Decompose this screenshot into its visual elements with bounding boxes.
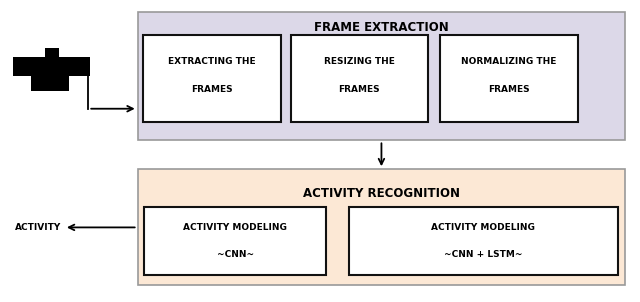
Text: FRAMES: FRAMES: [488, 85, 530, 94]
Text: ACTIVITY RECOGNITION: ACTIVITY RECOGNITION: [303, 187, 460, 201]
Bar: [45, 48, 59, 57]
Bar: [440, 35, 578, 122]
Text: ~CNN + LSTM~: ~CNN + LSTM~: [444, 250, 522, 259]
Text: ACTIVITY: ACTIVITY: [15, 223, 61, 232]
Bar: [349, 207, 618, 275]
Bar: [138, 169, 625, 285]
Bar: [31, 74, 69, 91]
Text: NORMALIZING THE: NORMALIZING THE: [461, 57, 557, 66]
Bar: [13, 57, 90, 76]
Bar: [144, 207, 326, 275]
Text: FRAMES: FRAMES: [191, 85, 233, 94]
Text: ACTIVITY MODELING: ACTIVITY MODELING: [431, 223, 535, 232]
Text: EXTRACTING THE: EXTRACTING THE: [168, 57, 256, 66]
Text: ~CNN~: ~CNN~: [216, 250, 254, 259]
Text: FRAME EXTRACTION: FRAME EXTRACTION: [314, 21, 449, 34]
Bar: [143, 35, 281, 122]
Text: RESIZING THE: RESIZING THE: [324, 57, 395, 66]
Bar: [138, 12, 625, 140]
Bar: [291, 35, 428, 122]
Text: FRAMES: FRAMES: [339, 85, 380, 94]
Text: ACTIVITY MODELING: ACTIVITY MODELING: [183, 223, 287, 232]
